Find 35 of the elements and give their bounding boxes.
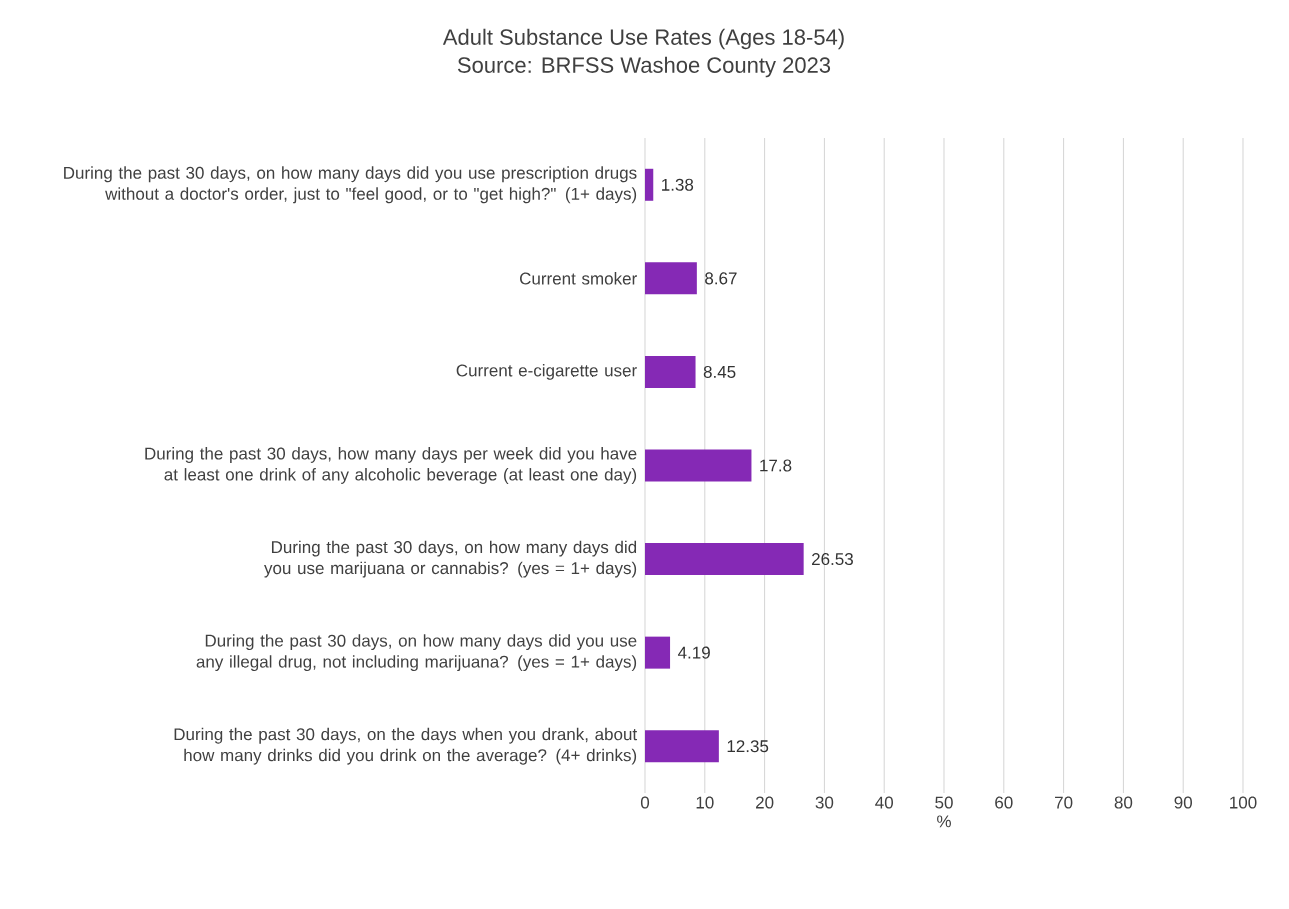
- x-tick-label: 20: [756, 796, 774, 809]
- data-label: 1.38: [662, 178, 694, 191]
- chart-title: Adult Substance Use Rates (Ages 18-54): [442, 28, 844, 50]
- bar: [645, 262, 697, 295]
- data-label: 8.67: [705, 272, 737, 285]
- data-label: 8.45: [703, 365, 736, 378]
- y-tick-label: During the past 30 days, on how many days did you use marijuana or cannabis? (yes = 1+ days): [264, 540, 637, 578]
- y-tick-label: During the past 30 days, on the days when you drank, about how many drinks did you drink on the average? (4+ drinks): [174, 727, 638, 765]
- y-tick-label: Current smoker: [520, 272, 637, 285]
- x-tick-label: 90: [1174, 796, 1192, 809]
- x-axis-title: %: [937, 815, 951, 828]
- data-label: 4.19: [677, 646, 710, 659]
- y-tick-label: During the past 30 days, how many days per week did you have at least one drink of any alcoholic beverage (at least one day): [145, 447, 637, 484]
- data-label: 12.35: [727, 740, 769, 753]
- x-tick-label: 70: [1055, 796, 1073, 809]
- x-tick-label: 60: [995, 796, 1013, 809]
- bar: [645, 168, 654, 201]
- x-tick-label: 30: [815, 796, 834, 809]
- bar: [645, 636, 671, 669]
- x-tick-label: 40: [875, 796, 893, 809]
- x-tick-label: 50: [935, 796, 953, 809]
- chart-subtitle: Source: BRFSS Washoe County 2023: [457, 56, 831, 78]
- x-tick-label: 100: [1230, 796, 1257, 809]
- bar: [645, 355, 696, 388]
- x-tick-label: 80: [1114, 796, 1133, 809]
- x-tick-label: 0: [640, 796, 650, 809]
- bar: [645, 543, 804, 576]
- bar: [645, 449, 752, 482]
- y-tick-label: During the past 30 days, on how many days did you use prescription drugs without a doctor's order, just to "feel good, or to "get high?" (1+ days): [64, 166, 637, 204]
- bar: [645, 730, 719, 763]
- x-tick-label: 10: [696, 796, 714, 809]
- y-tick-label: During the past 30 days, on how many days did you use any illegal drug, not including marijuana? (yes = 1+ days): [196, 634, 637, 672]
- data-label: 26.53: [812, 553, 853, 566]
- data-label: 17.8: [760, 459, 792, 472]
- y-tick-label: Current e-cigarette user: [456, 364, 637, 380]
